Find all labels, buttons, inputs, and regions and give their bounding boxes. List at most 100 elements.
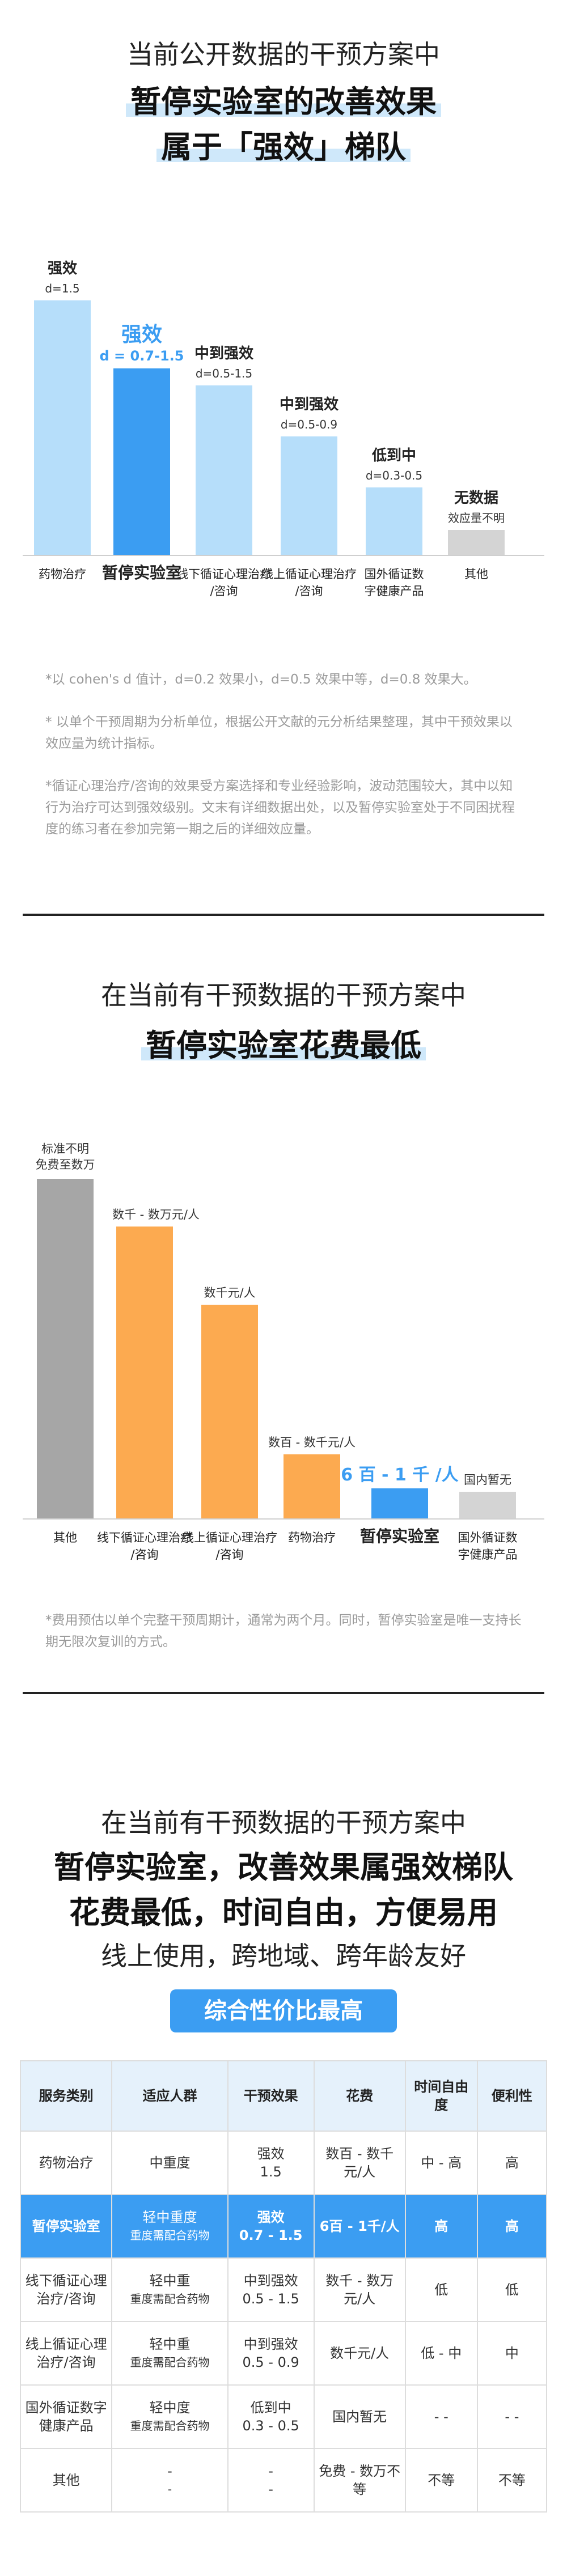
cell-line: 强效 [257, 2209, 285, 2225]
section1-note-2: * 以单个干预周期为分析单位，根据公开文献的元分析结果整理，其中干预效果以效应量… [45, 715, 513, 751]
bar-value-label-5: 国内暂无 [464, 1473, 511, 1487]
bar-value-label-2: d=0.5-1.5 [196, 367, 252, 380]
bar-value-label-0: d=1.5 [45, 282, 79, 295]
value-badge: 综合性价比最高 [170, 1989, 397, 2032]
bar-4 [366, 487, 422, 555]
category-label-5-0: 国外循证数 [458, 1531, 518, 1544]
table-cell: 低到中 0.3 - 0.5 [227, 2384, 315, 2449]
section3-title-line4: 线上使用，跨地域、跨年龄友好 [101, 1941, 466, 1971]
bar-5 [448, 530, 505, 555]
section2-title-line1: 在当前有干预数据的干预方案中 [101, 980, 466, 1011]
bar-1 [116, 1227, 173, 1519]
bar-value-label-4: d=0.3-0.5 [366, 469, 422, 482]
category-label-1-0: 线下循证心理治疗 [97, 1531, 192, 1544]
table-cell: 轻中重重度需配合药物 [111, 2257, 229, 2322]
table-cell: -- [111, 2448, 229, 2513]
bar-3 [284, 1454, 340, 1519]
table-cell: 数千 - 数万元/人 [313, 2257, 406, 2322]
table-cell: 高 [476, 2131, 548, 2195]
section1-note-1: *以 cohen's d 值计，d=0.2 效果小，d=0.5 效果中等，d=0… [45, 672, 477, 687]
table-cell: 低 [476, 2257, 548, 2322]
bar-value-label-0-0: 标准不明 [41, 1142, 89, 1156]
category-label-0-0: 药物治疗 [39, 567, 86, 581]
category-label-4-1: 字健康产品 [365, 584, 424, 598]
section2-title-line2: 暂停实验室花费最低 [0, 1020, 567, 1065]
bar-top-label-0: 强效 [48, 260, 77, 277]
cell-line: 中到强效 [243, 2273, 298, 2289]
cell-line: 轻中重 [149, 2273, 191, 2289]
table-cell: 强效 0.7 - 1.5 [227, 2194, 315, 2259]
section1-title-line3: 属于「强效」梯队 [0, 122, 567, 167]
table-header-cell: 干预效果 [227, 2060, 315, 2132]
cell-line: 0.7 - 1.5 [239, 2227, 303, 2243]
table-header-row: 服务类别 适应人群 干预效果 花费 时间自由度 便利性 [19, 2060, 548, 2132]
bar-3 [281, 436, 337, 555]
effect-bar-chart: 强效 d=1.5 药物治疗 强效 d = 0.7-1.5 暂停实验室 中到强效 d=0.5-1… [23, 260, 544, 598]
table-header-cell: 适应人群 [111, 2060, 229, 2132]
category-label-3-0: 药物治疗 [288, 1531, 336, 1544]
cell-line: 重度需配合药物 [130, 2229, 210, 2242]
table-cell: 线下循证心理治疗/咨询 [19, 2257, 113, 2322]
table-body: 药物治疗 中重度 强效 1.5 数百 - 数千元/人中 - 高高暂停实验室 轻中重度 重度需… [19, 2131, 548, 2513]
bar-value-label-2: 数千元/人 [204, 1286, 255, 1300]
bar-value-label-3: d=0.5-0.9 [281, 418, 337, 431]
table-cell: 不等 [476, 2448, 548, 2513]
bar-0 [34, 300, 91, 555]
category-label-2-1: /咨询 [215, 1548, 243, 1561]
table-cell: 国外循证数字健康产品 [19, 2384, 113, 2449]
table-header-cell: 花费 [313, 2060, 406, 2132]
table-cell: 轻中度重度需配合药物 [111, 2384, 229, 2449]
table-cell: 数千元/人 [313, 2321, 406, 2386]
table-cell: 其他 [19, 2448, 113, 2513]
table-cell: 高 [476, 2194, 548, 2259]
cell-line: 强效 [257, 2146, 285, 2162]
category-label-5-0: 其他 [464, 567, 488, 581]
table-row: 暂停实验室 轻中重度 重度需配合药物 强效 0.7 - 1.5 6百 - 1千/人高高 [19, 2194, 548, 2259]
category-label-3-0: 线上循证心理治疗 [261, 567, 357, 581]
bar-value-label-0-1: 免费至数万 [36, 1158, 95, 1172]
category-label-1-1: /咨询 [130, 1548, 158, 1561]
cell-line: - [268, 2481, 273, 2497]
cell-line: 轻中重 [149, 2336, 191, 2352]
section3-title-line2: 暂停实验室，改善效果属强效梯队 [54, 1849, 513, 1885]
table-cell: 药物治疗 [19, 2131, 113, 2195]
table-cell: 不等 [404, 2448, 478, 2513]
category-label-2-1: /咨询 [210, 584, 238, 598]
bar-5 [459, 1492, 516, 1519]
cell-line: - [268, 2463, 273, 2479]
category-label-0-0: 其他 [53, 1531, 77, 1544]
table-header-cell: 便利性 [476, 2060, 548, 2132]
cell-line: 轻中重度 [142, 2209, 197, 2225]
section1-title-line2: 暂停实验室的改善效果 [0, 77, 567, 121]
section3-title-line3: 花费最低，时间自由，方便易用 [69, 1895, 498, 1930]
table-row: 线上循证心理治疗/咨询 轻中重 重度需配合药物 中到强效 0.5 - 0.9 数千元/人低… [19, 2321, 548, 2386]
category-label-4-0: 暂停实验室 [360, 1527, 439, 1546]
table-row: 其他 - - - - 免费 - 数万不等 不等 不等 [19, 2448, 548, 2513]
cell-line: 中到强效 [243, 2336, 298, 2352]
table-cell: 低 [404, 2257, 478, 2322]
table-cell: 免费 - 数万不等 [313, 2448, 406, 2513]
table-row: 药物治疗 中重度 强效 1.5 数百 - 数千元/人中 - 高高 [19, 2131, 548, 2195]
table-row: 线下循证心理治疗/咨询 轻中重 重度需配合药物 中到强效 0.5 - 1.5 数千 - 数… [19, 2257, 548, 2322]
cell-line: 1.5 [260, 2164, 282, 2180]
table-cell: 中 - 高 [404, 2131, 478, 2195]
section-divider [23, 1692, 544, 1694]
table-cell: - - [476, 2384, 548, 2449]
table-cell: 中 [476, 2321, 548, 2386]
cell-line: 轻中度 [149, 2400, 191, 2416]
cell-line: - [167, 2482, 172, 2496]
bar-value-label-1: d = 0.7-1.5 [100, 348, 184, 364]
cell-line: 重度需配合药物 [130, 2292, 210, 2306]
cell-line: 重度需配合药物 [130, 2356, 210, 2369]
bar-4 [371, 1488, 428, 1519]
bar-0 [37, 1179, 94, 1519]
cell-line: 0.5 - 1.5 [242, 2291, 299, 2307]
bar-top-label-4: 低到中 [371, 447, 416, 464]
bar-top-label-2: 中到强效 [194, 345, 253, 362]
bar-value-label-4: 6 百 - 1 千 /人 [341, 1465, 458, 1485]
bar-value-label-3: 数百 - 数千元/人 [268, 1436, 356, 1449]
section-divider [23, 914, 544, 916]
bar-top-label-1: 强效 [121, 323, 162, 346]
cell-line: 重度需配合药物 [130, 2419, 210, 2433]
